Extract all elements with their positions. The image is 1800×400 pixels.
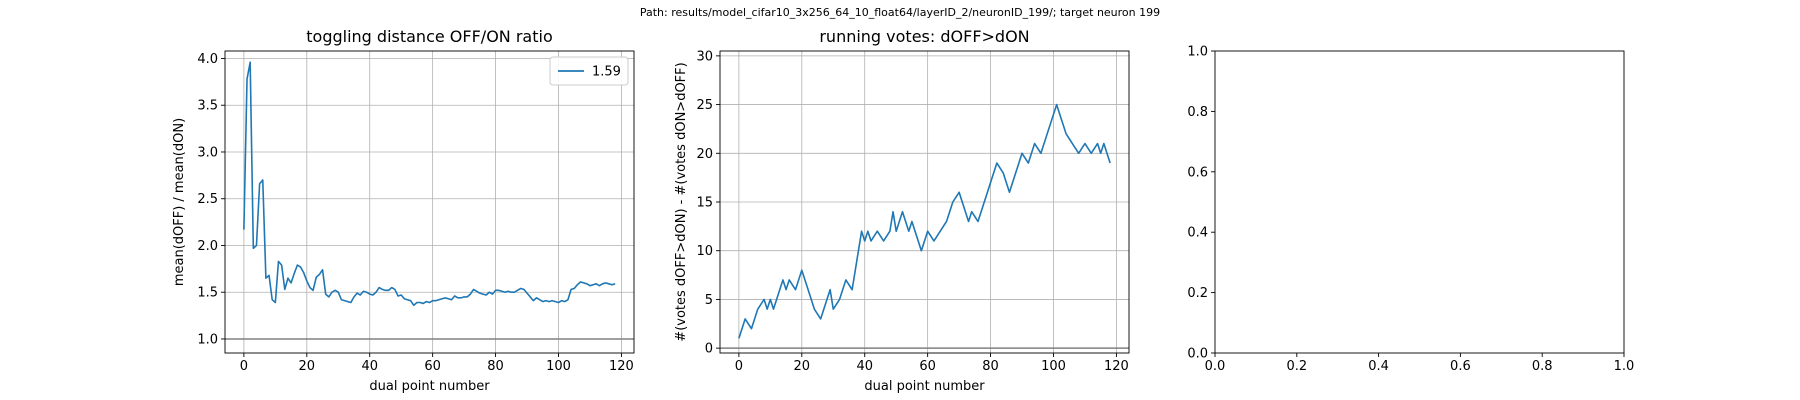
x-tick-label: 40	[856, 359, 873, 374]
x-tick-label: 0.6	[1450, 359, 1471, 374]
x-tick-label: 100	[1041, 359, 1066, 374]
x-tick-label: 120	[609, 359, 634, 374]
y-tick-label: 2.0	[197, 239, 218, 254]
y-tick-label: 20	[696, 147, 713, 162]
y-tick-label: 0.6	[1187, 165, 1208, 180]
x-tick-label: 0	[735, 359, 743, 374]
chart-1: 0 20 40 60 80 100 120 1.0 1.5 2.0 2.5 3.0 3.5 4.0 togg…	[172, 27, 635, 394]
chart-title: running votes: dOFF>dON	[819, 27, 1029, 46]
legend: 1.59	[549, 56, 629, 86]
legend-label: 1.59	[592, 65, 621, 80]
y-tick-label: 1.5	[197, 286, 218, 301]
x-tick-label: 20	[299, 359, 316, 374]
y-tick-label: 0	[705, 342, 713, 357]
series-line-1	[243, 61, 616, 307]
chart-2: 0 20 40 60 80 100 120 0 5 10 15 20 25 30 running votes…	[674, 27, 1130, 394]
axes-frame	[1214, 50, 1625, 354]
figure-suptitle: Path: results/model_cifar10_3x256_64_10_…	[639, 6, 1161, 19]
x-tick-label: 60	[424, 359, 441, 374]
y-tick-label: 0.4	[1187, 226, 1208, 241]
x-tick-label: 20	[794, 359, 811, 374]
series-line-1	[738, 103, 1111, 339]
x-tick-label: 1.0	[1614, 359, 1635, 374]
y-axis-label: #(votes dOFF>dON) - #(votes dON>dOFF)	[674, 62, 689, 341]
y-tick-label: 10	[696, 244, 713, 259]
y-tick-label: 5	[705, 293, 713, 308]
x-tick-label: 80	[982, 359, 999, 374]
y-tick-label: 1.0	[1187, 45, 1208, 60]
y-tick-label: 0.0	[1187, 347, 1208, 362]
y-tick-label: 1.0	[197, 332, 218, 347]
y-tick-label: 4.0	[197, 52, 218, 67]
x-tick-label: 0.0	[1205, 359, 1226, 374]
x-tick-label: 120	[1104, 359, 1129, 374]
x-tick-label: 0.2	[1286, 359, 1307, 374]
x-tick-label: 0.8	[1532, 359, 1553, 374]
x-tick-label: 60	[919, 359, 936, 374]
legend-frame	[549, 56, 629, 86]
y-tick-label: 2.5	[197, 192, 218, 207]
y-tick-label: 3.5	[197, 99, 218, 114]
y-axis-label: mean(dOFF) / mean(dON)	[172, 118, 187, 286]
x-tick-label: 100	[546, 359, 571, 374]
chart-title: toggling distance OFF/ON ratio	[306, 27, 552, 46]
x-tick-label: 80	[487, 359, 504, 374]
x-tick-label: 40	[361, 359, 378, 374]
x-tick-label: 0	[240, 359, 248, 374]
x-axis-label: dual point number	[369, 379, 490, 394]
y-tick-label: 3.0	[197, 145, 218, 160]
y-tick-label: 0.2	[1187, 286, 1208, 301]
y-tick-label: 0.8	[1187, 105, 1208, 120]
y-tick-label: 30	[696, 49, 713, 64]
y-tick-label: 25	[696, 98, 713, 113]
chart-3: 0.0 0.2 0.4 0.6 0.8 1.0 0.0 0.2 0.4 0.6 0.8 1.0	[1187, 45, 1634, 375]
axes-frame	[224, 50, 635, 354]
x-tick-label: 0.4	[1368, 359, 1389, 374]
x-axis-label: dual point number	[864, 379, 985, 394]
y-tick-label: 15	[696, 196, 713, 211]
